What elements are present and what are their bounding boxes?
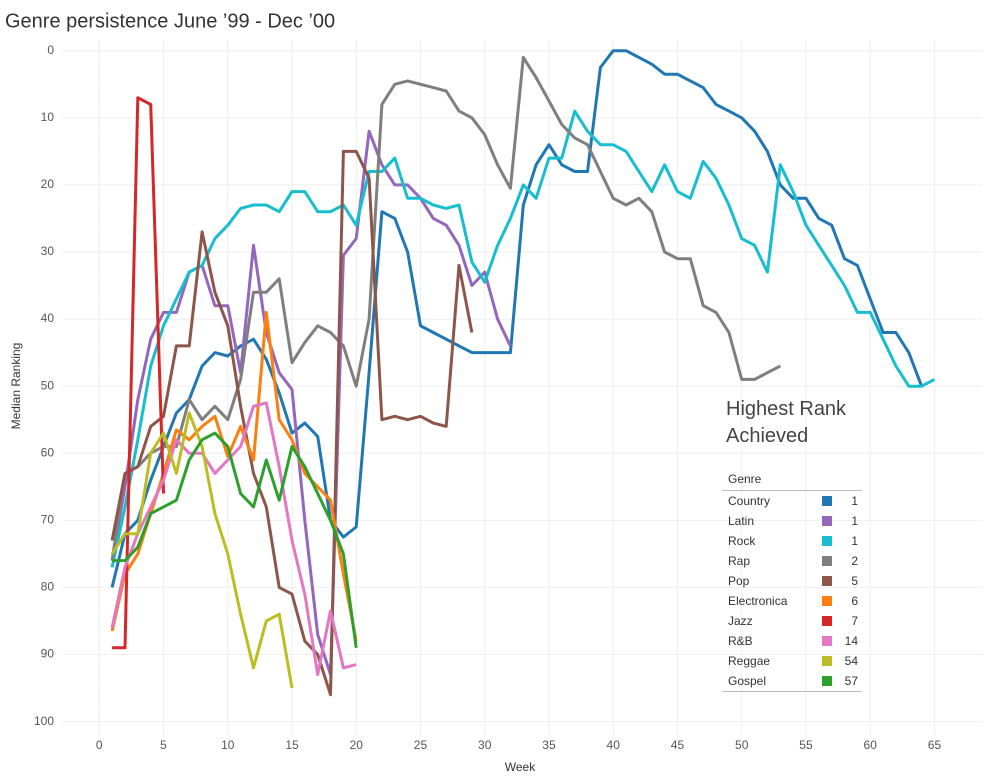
legend-item: Jazz 7 (722, 611, 862, 631)
legend-item: Rock 1 (722, 531, 862, 551)
legend-label: Country (728, 494, 771, 508)
legend-title: Highest Rank Achieved (726, 398, 847, 447)
x-tick-label: 60 (864, 738, 878, 752)
y-tick-label: 80 (41, 580, 55, 594)
grid (62, 40, 982, 735)
y-tick-label: 50 (41, 378, 55, 392)
legend-label: Rock (728, 534, 756, 548)
legend-item: Pop 5 (722, 571, 862, 591)
x-tick-label: 20 (350, 738, 364, 752)
y-axis-title: Median Ranking (9, 343, 23, 430)
legend-value: 7 (851, 614, 858, 628)
series-line (110, 55, 781, 561)
y-tick-label: 70 (41, 513, 55, 527)
y-tick-label: 40 (41, 311, 55, 325)
series-line (112, 431, 358, 649)
legend-swatch (822, 676, 832, 686)
legend-item: Electronica 6 (722, 591, 862, 611)
y-tick-label: 30 (41, 244, 55, 258)
legend-swatch (822, 636, 832, 646)
legend-label: R&B (728, 634, 753, 648)
series-line (110, 109, 936, 568)
legend-rows: Country 1 Latin 1 Rock 1 Rap 2 Pop 5 Electronica 6 J… (722, 491, 862, 692)
legend-item: Gospel 57 (722, 671, 862, 691)
y-tick-label: 10 (41, 110, 55, 124)
legend-label: Pop (728, 574, 750, 588)
legend-label: Jazz (728, 614, 753, 628)
series-line (110, 310, 358, 642)
legend-value: 54 (844, 654, 858, 668)
legend-swatch (822, 536, 832, 546)
y-tick-label: 20 (41, 177, 55, 191)
legend-value: 1 (851, 534, 858, 548)
series-line (110, 129, 512, 677)
x-tick-label: 30 (478, 738, 492, 752)
legend-swatch (822, 656, 832, 666)
legend-item: Country 1 (722, 491, 862, 511)
x-tick-label: 50 (735, 738, 749, 752)
series-line (112, 96, 165, 650)
x-tick-label: 5 (160, 738, 167, 752)
legend-item: R&B 14 (722, 631, 862, 651)
x-tick-label: 45 (671, 738, 685, 752)
legend-label: Electronica (728, 594, 788, 608)
x-tick-label: 15 (285, 738, 299, 752)
x-tick-label: 40 (607, 738, 621, 752)
legend-label: Latin (728, 514, 755, 528)
x-axis-title: Week (505, 760, 536, 774)
legend-header: Genre (722, 472, 862, 491)
chart-title: Genre persistence June ’99 - Dec ’00 (5, 10, 335, 32)
legend-item: Latin 1 (722, 511, 862, 531)
legend-swatch (822, 576, 832, 586)
legend-swatch (822, 596, 832, 606)
x-tick-label: 0 (96, 738, 103, 752)
lines (110, 49, 936, 697)
legend-swatch (822, 496, 832, 506)
y-tick-label: 60 (41, 445, 55, 459)
y-tick-label: 90 (41, 647, 55, 661)
x-tick-label: 25 (414, 738, 428, 752)
legend-value: 6 (851, 594, 858, 608)
legend-item: Rap 2 (722, 551, 862, 571)
series-line (110, 411, 294, 689)
series-line (110, 401, 357, 677)
x-tick-label: 35 (542, 738, 556, 752)
y-tick-label: 0 (47, 43, 54, 57)
legend-value: 5 (851, 574, 858, 588)
x-tick-label: 65 (928, 738, 942, 752)
x-tick-label: 10 (221, 738, 235, 752)
legend-label: Gospel (728, 674, 767, 688)
legend: Highest Rank Achieved Genre Country 1 Lati… (722, 396, 862, 692)
legend-swatch (822, 556, 832, 566)
legend-value: 1 (851, 514, 858, 528)
legend-value: 57 (844, 674, 858, 688)
legend-label: Rap (728, 554, 751, 568)
legend-swatch (822, 516, 832, 526)
legend-value: 1 (851, 494, 858, 508)
y-tick-label: 100 (34, 714, 54, 728)
x-tick-label: 55 (799, 738, 813, 752)
series-line (110, 149, 474, 697)
legend-label: Reggae (728, 654, 771, 668)
legend-item: Reggae 54 (722, 651, 862, 671)
legend-value: 14 (844, 634, 858, 648)
legend-value: 2 (851, 554, 858, 568)
legend-swatch (822, 616, 832, 626)
